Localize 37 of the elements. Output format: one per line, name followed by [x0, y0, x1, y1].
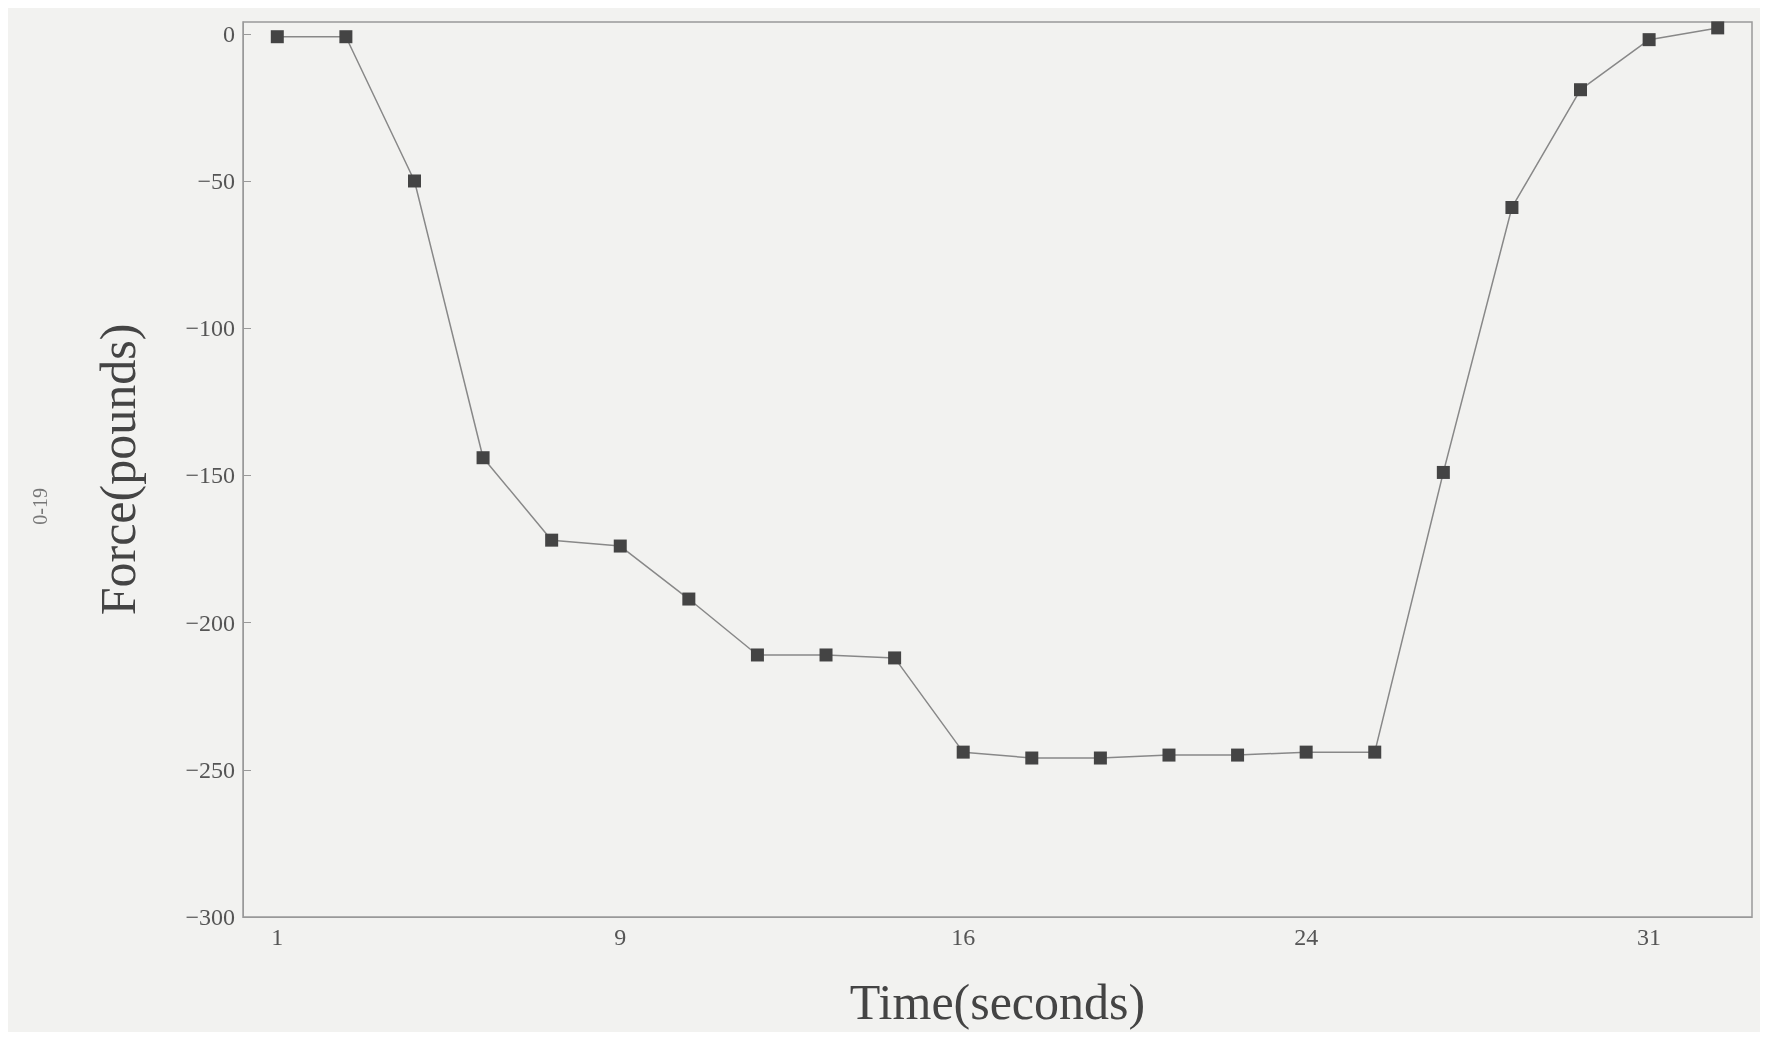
point: [339, 30, 353, 44]
point: [476, 451, 490, 465]
point: [1162, 748, 1176, 762]
text: 0-19: [29, 487, 51, 525]
point: [1231, 748, 1245, 762]
x-tick-label: 1: [271, 924, 284, 950]
x-tick-label: 9: [614, 924, 627, 950]
point: [407, 174, 421, 188]
y-tick-label: −300: [185, 904, 235, 930]
x-axis-title: Time(seconds): [849, 974, 1146, 1030]
point: [270, 30, 284, 44]
y-tick-label: 0: [223, 20, 235, 47]
point: [1368, 745, 1382, 759]
point: [613, 539, 627, 553]
point: [888, 651, 902, 665]
point: [1505, 200, 1519, 214]
y-tick-label: −150: [185, 462, 235, 489]
point: [1574, 83, 1588, 97]
point: [1436, 465, 1450, 479]
y-tick-label: −100: [185, 315, 235, 342]
point: [1299, 745, 1313, 759]
point: [750, 648, 764, 662]
y-tick-label: −200: [185, 609, 235, 636]
x-tick-label: 24: [1294, 924, 1319, 950]
point: [545, 533, 559, 547]
point: [1025, 751, 1039, 765]
y-tick-label: −250: [185, 756, 235, 783]
point: [682, 592, 696, 606]
y-tick-label: −50: [197, 167, 235, 194]
point: [1093, 751, 1107, 765]
x-tick-label: 16: [951, 924, 976, 950]
point: [1711, 21, 1725, 35]
y-axis-title: Force(pounds): [90, 323, 146, 616]
point: [956, 745, 970, 759]
point: [1642, 33, 1656, 47]
x-tick-label: 31: [1637, 924, 1662, 950]
point: [819, 648, 833, 662]
